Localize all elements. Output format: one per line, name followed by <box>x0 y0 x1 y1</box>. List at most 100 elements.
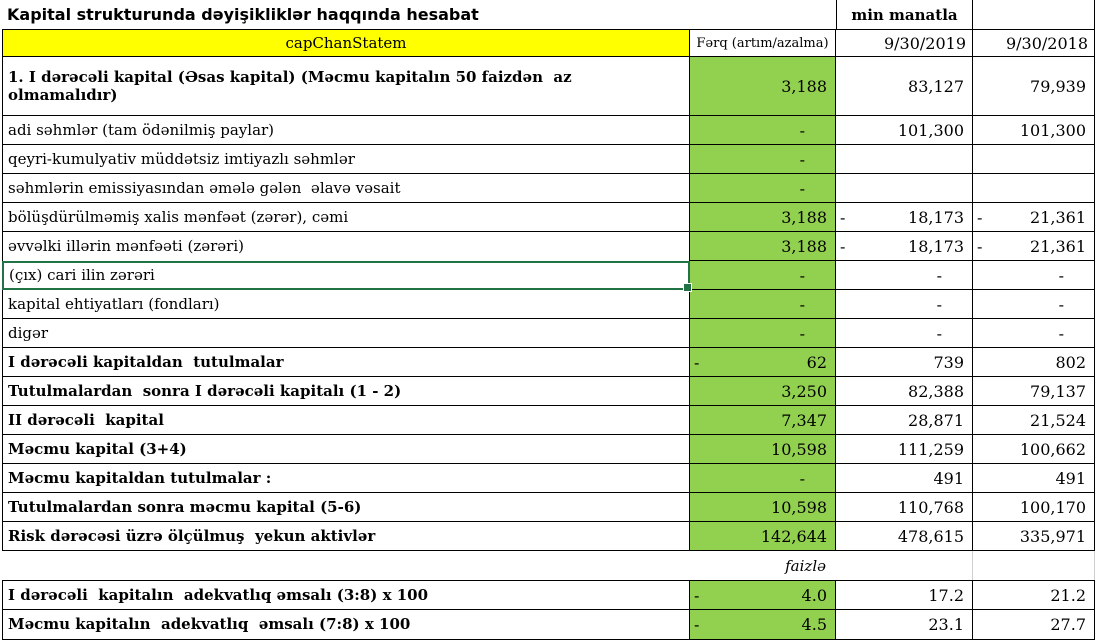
value-2018-cell[interactable]: - <box>973 290 1095 319</box>
value-2019-cell[interactable]: 478,615 <box>836 522 973 551</box>
row-label[interactable]: Risk dərəcəsi üzrə ölçülmuş yekun aktivl… <box>2 522 690 551</box>
row-label[interactable]: Tutulmalardan sonra məcmu kapital (5-6) <box>2 493 690 522</box>
diff-cell[interactable]: - <box>690 261 836 290</box>
diff-cell[interactable]: 3,188 <box>690 232 836 261</box>
row-label[interactable]: Məcmu kapitalın adekvatlıq əmsalı (7:8) … <box>2 610 690 640</box>
row-label[interactable]: əvvəlki illərin mənfəəti (zərəri) <box>2 232 690 261</box>
value-2019-cell[interactable]: - <box>836 290 973 319</box>
header-period-2019[interactable]: 9/30/2019 <box>836 29 973 57</box>
value-2019-cell[interactable]: - 18,173 <box>836 203 973 232</box>
value-2018-cell[interactable]: 79,939 <box>973 57 1095 116</box>
value-2018-cell[interactable]: - <box>973 319 1095 348</box>
diff-cell[interactable]: 3,188 <box>690 203 836 232</box>
header-diff[interactable]: Fərq (artım/azalma) <box>690 29 836 57</box>
header-period-2018[interactable]: 9/30/2018 <box>973 29 1095 57</box>
value-2019-cell[interactable]: 17.2 <box>836 580 973 610</box>
table-row: Məcmu kapitaldan tutulmalar : - 491 491 <box>2 464 1095 493</box>
cell-value: 7,347 <box>781 410 827 430</box>
title-row-spacer <box>973 0 1095 29</box>
row-label[interactable]: 1. I dərəcəli kapital (Əsas kapital) (Mə… <box>2 57 690 116</box>
cell-value: 491 <box>933 468 964 488</box>
value-2018-cell[interactable]: - 21,361 <box>973 232 1095 261</box>
row-label[interactable]: digər <box>2 319 690 348</box>
cell-value: - <box>1058 265 1064 285</box>
diff-cell[interactable]: 10,598 <box>690 435 836 464</box>
cell-value: 101,300 <box>1019 120 1086 140</box>
value-2018-cell[interactable]: 335,971 <box>973 522 1095 551</box>
row-label[interactable]: səhmlərin emissiyasından əmələ gələn əla… <box>2 174 690 203</box>
value-2019-cell[interactable]: 28,871 <box>836 406 973 435</box>
row-label[interactable]: I dərəcəli kapitalın adekvatlıq əmsalı (… <box>2 580 690 610</box>
row-label[interactable]: adi səhmlər (tam ödənilmiş paylar) <box>2 116 690 145</box>
cell-value: 27.7 <box>1050 615 1086 634</box>
value-2019-cell[interactable]: 739 <box>836 348 973 377</box>
value-2018-cell[interactable]: 79,137 <box>973 377 1095 406</box>
value-2019-cell[interactable]: - 18,173 <box>836 232 973 261</box>
value-2019-cell[interactable]: 23.1 <box>836 610 973 640</box>
cell-value: - <box>799 149 805 169</box>
diff-cell[interactable]: - <box>690 145 836 174</box>
value-2018-cell[interactable]: - <box>973 261 1095 290</box>
diff-cell[interactable]: - <box>690 464 836 493</box>
value-2019-cell[interactable]: 82,388 <box>836 377 973 406</box>
diff-cell[interactable]: 3,188 <box>690 57 836 116</box>
cell-value: 491 <box>1055 468 1086 488</box>
cell-value: 739 <box>933 352 964 372</box>
diff-cell[interactable]: - <box>690 319 836 348</box>
row-label[interactable]: bölüşdürülməmiş xalis mənfəət (zərər), c… <box>2 203 690 232</box>
cell-value: - <box>799 120 805 140</box>
diff-cell[interactable]: - <box>690 290 836 319</box>
cell-value: - <box>799 323 805 343</box>
value-2018-cell[interactable]: 802 <box>973 348 1095 377</box>
table-row: kapital ehtiyatları (fondları) - - - <box>2 290 1095 319</box>
value-2018-cell[interactable]: 27.7 <box>973 610 1095 640</box>
cell-value: 335,971 <box>1019 526 1086 546</box>
row-label[interactable]: qeyri-kumulyativ müddətsiz imtiyazlı səh… <box>2 145 690 174</box>
value-2019-cell[interactable]: 111,259 <box>836 435 973 464</box>
value-2018-cell[interactable]: 100,170 <box>973 493 1095 522</box>
selected-cell[interactable]: (çıx) cari ilin zərəri <box>2 261 692 292</box>
table-row: 1. I dərəcəli kapital (Əsas kapital) (Mə… <box>2 57 1095 116</box>
diff-cell[interactable]: 7,347 <box>690 406 836 435</box>
selection-fill-handle[interactable] <box>683 283 692 292</box>
row-label[interactable]: Məcmu kapitaldan tutulmalar : <box>2 464 690 493</box>
row-label[interactable]: kapital ehtiyatları (fondları) <box>2 290 690 319</box>
value-2019-cell[interactable]: 83,127 <box>836 57 973 116</box>
cell-value: 111,259 <box>897 439 964 459</box>
cell-value: 18,173 <box>908 207 964 227</box>
value-2019-cell[interactable]: 110,768 <box>836 493 973 522</box>
header-statement-name[interactable]: capChanStatem <box>2 29 690 57</box>
row-label[interactable]: Tutulmalardan sonra I dərəcəli kapitalı … <box>2 377 690 406</box>
diff-cell[interactable]: 142,644 <box>690 522 836 551</box>
value-2019-cell[interactable]: - <box>836 261 973 290</box>
negative-sign: - <box>694 615 700 634</box>
value-2018-cell[interactable]: 100,662 <box>973 435 1095 464</box>
diff-cell[interactable]: - 62 <box>690 348 836 377</box>
diff-cell[interactable]: 10,598 <box>690 493 836 522</box>
value-2018-cell[interactable]: 21,524 <box>973 406 1095 435</box>
row-label[interactable]: II dərəcəli kapital <box>2 406 690 435</box>
diff-cell[interactable]: - <box>690 116 836 145</box>
value-2019-cell[interactable]: 491 <box>836 464 973 493</box>
value-2019-cell[interactable] <box>836 174 973 203</box>
unit-label: min manatla <box>836 0 973 29</box>
value-2019-cell[interactable]: 101,300 <box>836 116 973 145</box>
cell-value: 82,388 <box>908 381 964 401</box>
diff-cell[interactable]: 3,250 <box>690 377 836 406</box>
row-label[interactable]: Məcmu kapital (3+4) <box>2 435 690 464</box>
diff-cell[interactable]: - 4.0 <box>690 580 836 610</box>
table-row: Risk dərəcəsi üzrə ölçülmuş yekun aktivl… <box>2 522 1095 551</box>
value-2018-cell[interactable] <box>973 174 1095 203</box>
value-2019-cell[interactable]: - <box>836 319 973 348</box>
value-2018-cell[interactable]: 101,300 <box>973 116 1095 145</box>
diff-cell[interactable]: - <box>690 174 836 203</box>
value-2018-cell[interactable]: - 21,361 <box>973 203 1095 232</box>
value-2019-cell[interactable] <box>836 145 973 174</box>
row-label[interactable]: I dərəcəli kapitaldan tutulmalar <box>2 348 690 377</box>
title-row: Kapital strukturunda dəyişikliklər haqqı… <box>2 0 1095 29</box>
value-2018-cell[interactable]: 21.2 <box>973 580 1095 610</box>
value-2018-cell[interactable]: 491 <box>973 464 1095 493</box>
cell-value: 62 <box>806 352 827 372</box>
diff-cell[interactable]: - 4.5 <box>690 610 836 640</box>
value-2018-cell[interactable] <box>973 145 1095 174</box>
